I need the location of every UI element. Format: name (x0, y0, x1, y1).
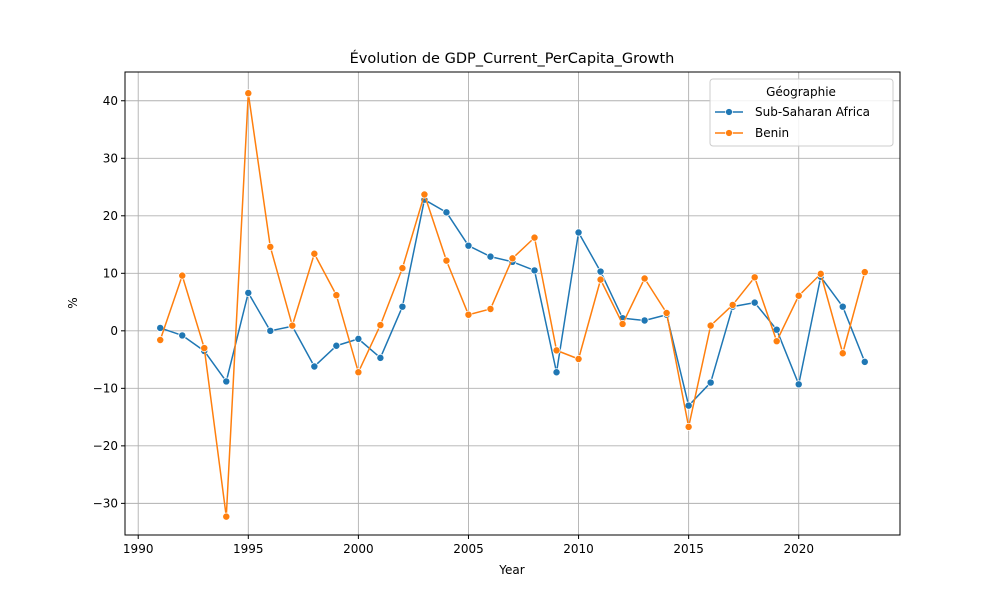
x-tick-label: 2000 (343, 542, 374, 556)
data-point (486, 304, 495, 313)
data-point (794, 380, 803, 389)
x-tick-label: 2020 (783, 542, 814, 556)
data-point (574, 228, 583, 237)
x-tick-label: 2015 (673, 542, 704, 556)
chart-title: Évolution de GDP_Current_PerCapita_Growt… (350, 50, 675, 67)
data-point (706, 378, 715, 387)
data-point (420, 190, 429, 199)
data-point (684, 422, 693, 431)
data-point (288, 321, 297, 330)
data-point (266, 326, 275, 335)
data-point (442, 208, 451, 217)
data-point (838, 302, 847, 311)
data-point (728, 300, 737, 309)
y-tick-label: 20 (103, 209, 118, 223)
data-point (200, 344, 209, 353)
data-point (464, 310, 473, 319)
data-point (596, 275, 605, 284)
y-axis-label: % (66, 297, 80, 308)
data-point (794, 291, 803, 300)
x-tick-label: 2005 (453, 542, 484, 556)
data-point (310, 249, 319, 258)
data-point (860, 357, 869, 366)
data-point (552, 368, 561, 377)
y-tick-label: 30 (103, 151, 118, 165)
data-point (772, 337, 781, 346)
series-layer (156, 89, 869, 521)
data-point (530, 266, 539, 275)
x-tick-label: 1995 (233, 542, 264, 556)
legend-label-sub-saharan-africa: Sub-Saharan Africa (755, 105, 870, 119)
data-point (552, 346, 561, 355)
data-point (398, 264, 407, 273)
data-point (596, 267, 605, 276)
data-point (376, 353, 385, 362)
data-point (222, 512, 231, 521)
x-tick-label: 2010 (563, 542, 594, 556)
legend-marker-benin (725, 129, 733, 137)
data-point (750, 273, 759, 282)
data-point (442, 256, 451, 265)
x-axis-label: Year (498, 563, 524, 577)
plot-frame (124, 71, 901, 536)
data-point (354, 334, 363, 343)
data-point (640, 316, 649, 325)
x-axis: 1990 1995 2000 2005 2010 2015 2020 (123, 535, 814, 556)
data-point (508, 254, 517, 263)
data-point (178, 331, 187, 340)
data-point (464, 241, 473, 250)
data-point (178, 271, 187, 280)
data-point (530, 233, 539, 242)
grid (125, 72, 900, 535)
data-point (706, 321, 715, 330)
data-point (156, 336, 165, 344)
data-point (376, 321, 385, 330)
data-point (244, 89, 253, 98)
data-point (860, 268, 869, 277)
data-point (266, 242, 275, 251)
legend-title: Géographie (766, 85, 836, 99)
data-point (354, 368, 363, 377)
data-point (486, 252, 495, 261)
data-point (244, 288, 253, 297)
y-tick-label: −20 (93, 439, 118, 453)
legend-box (709, 78, 894, 147)
data-point (332, 341, 341, 350)
data-point (816, 269, 825, 278)
legend: Géographie Sub-Saharan Africa Benin (709, 78, 894, 147)
data-point (332, 291, 341, 300)
y-tick-label: 40 (103, 94, 118, 108)
x-tick-label: 1990 (123, 542, 154, 556)
data-point (640, 274, 649, 283)
data-point (618, 319, 627, 328)
y-tick-label: −30 (93, 496, 118, 510)
data-point (398, 302, 407, 311)
legend-label-benin: Benin (755, 126, 789, 140)
data-point (662, 309, 671, 317)
data-point (838, 349, 847, 358)
y-tick-label: 0 (110, 324, 118, 338)
data-point (684, 401, 693, 410)
data-point (310, 362, 319, 371)
data-point (574, 355, 583, 363)
y-axis: −30 −20 −10 0 10 20 30 40 (93, 94, 125, 510)
data-point (222, 377, 231, 386)
data-point (750, 298, 759, 307)
legend-marker-sub-saharan-africa (725, 108, 733, 116)
y-tick-label: −10 (93, 381, 118, 395)
series-benin (156, 89, 869, 521)
y-tick-label: 10 (103, 266, 118, 280)
